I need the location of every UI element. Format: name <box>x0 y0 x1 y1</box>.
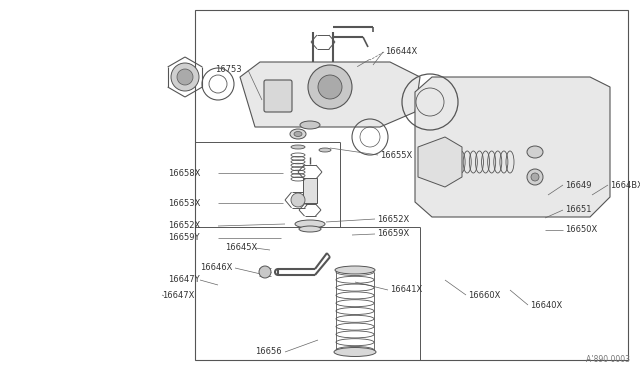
Text: 16753: 16753 <box>215 65 242 74</box>
Ellipse shape <box>334 347 376 356</box>
Ellipse shape <box>527 146 543 158</box>
Ellipse shape <box>291 145 305 149</box>
Ellipse shape <box>290 129 306 139</box>
Circle shape <box>318 75 342 99</box>
Text: 16644X: 16644X <box>385 48 417 57</box>
Ellipse shape <box>300 121 320 129</box>
Bar <box>303 178 317 203</box>
Circle shape <box>531 173 539 181</box>
Text: 16649: 16649 <box>565 180 591 189</box>
Text: 16651: 16651 <box>565 205 591 215</box>
Ellipse shape <box>319 148 331 152</box>
Ellipse shape <box>335 266 375 274</box>
Polygon shape <box>240 62 420 127</box>
Ellipse shape <box>294 131 302 137</box>
Text: 16647X: 16647X <box>162 291 195 299</box>
Circle shape <box>171 63 199 91</box>
Text: 16653X: 16653X <box>168 199 200 208</box>
Circle shape <box>308 65 352 109</box>
Text: 16646X: 16646X <box>200 263 232 273</box>
Circle shape <box>527 169 543 185</box>
Text: 16641X: 16641X <box>390 285 422 295</box>
Text: 16660X: 16660X <box>468 291 500 299</box>
Circle shape <box>291 193 305 207</box>
Polygon shape <box>418 137 462 187</box>
Bar <box>195 10 628 360</box>
Text: 1664BX: 1664BX <box>610 180 640 189</box>
Text: 16659Y: 16659Y <box>168 234 200 243</box>
Ellipse shape <box>295 220 325 228</box>
Text: 16655X: 16655X <box>380 151 412 160</box>
Text: 16652X: 16652X <box>168 221 200 231</box>
Text: 16647Y: 16647Y <box>168 276 200 285</box>
Text: 16656: 16656 <box>255 347 282 356</box>
Text: 16658X: 16658X <box>168 169 200 177</box>
Text: 16652X: 16652X <box>377 215 409 224</box>
Text: 16645X: 16645X <box>225 244 257 253</box>
Text: 16650X: 16650X <box>565 225 597 234</box>
Text: A’890 0003: A’890 0003 <box>586 355 630 364</box>
FancyBboxPatch shape <box>264 80 292 112</box>
Text: 16640X: 16640X <box>530 301 563 310</box>
Text: 16659X: 16659X <box>377 230 409 238</box>
Circle shape <box>177 69 193 85</box>
Ellipse shape <box>299 226 321 232</box>
Circle shape <box>259 266 271 278</box>
Polygon shape <box>415 77 610 217</box>
